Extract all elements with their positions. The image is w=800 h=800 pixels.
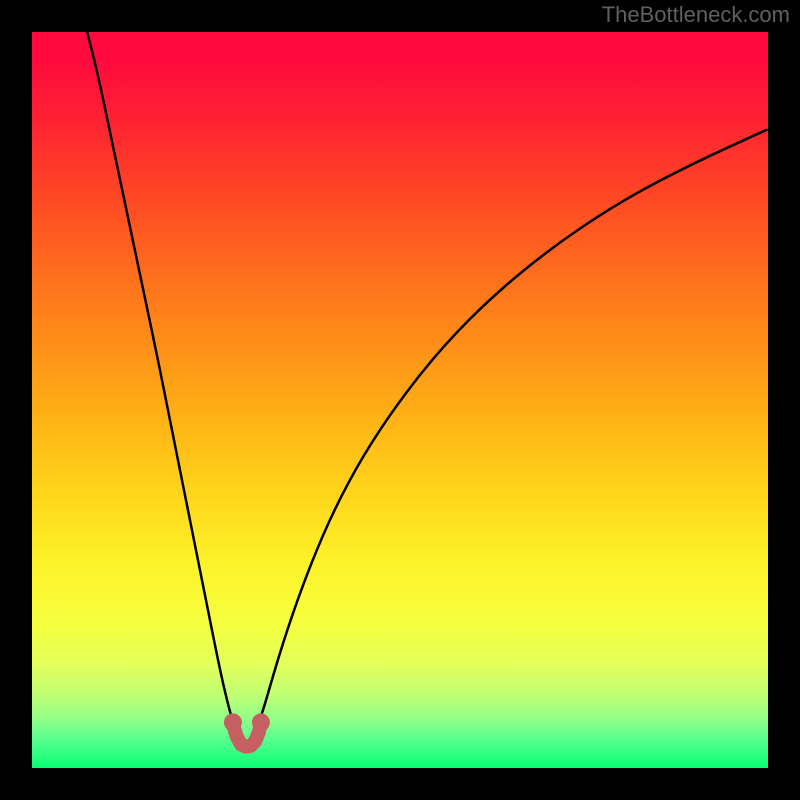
right-curve (259, 129, 768, 725)
curves-layer (32, 32, 768, 768)
attribution-text: TheBottleneck.com (602, 2, 790, 28)
left-curve (87, 32, 233, 725)
marker-endpoint-left (224, 713, 242, 731)
plot-area (32, 32, 768, 768)
marker-endpoint-right (252, 713, 270, 731)
